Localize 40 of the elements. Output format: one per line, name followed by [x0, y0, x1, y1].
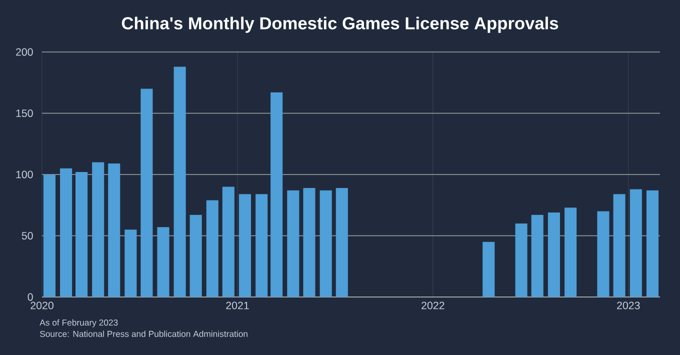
x-tick-label: 2022 — [422, 302, 444, 310]
bar — [124, 230, 137, 297]
bar — [613, 194, 626, 297]
bar — [597, 211, 610, 297]
bar — [222, 186, 234, 297]
x-tick-label: 2021 — [226, 302, 249, 310]
chart-title: China's Monthly Domestic Games License Approvals — [122, 16, 558, 33]
bar — [320, 190, 332, 297]
text: As of February 2023 — [40, 319, 118, 328]
x-tick-label: 2020 — [30, 302, 54, 310]
x-tick-label: 2023 — [617, 302, 640, 310]
y-tick-label: 0 — [28, 293, 33, 301]
bar — [256, 194, 268, 297]
bar — [630, 189, 642, 297]
bar — [646, 190, 659, 297]
bar — [482, 242, 495, 297]
bar — [60, 168, 72, 297]
y-tick-label: 200 — [16, 48, 33, 56]
bar — [531, 214, 544, 297]
bar — [287, 190, 300, 297]
bar — [206, 200, 218, 297]
y-tick-label: 100 — [16, 170, 33, 178]
bar — [157, 227, 170, 297]
bar — [190, 214, 202, 297]
bar — [238, 194, 251, 297]
bar — [303, 188, 316, 297]
bar — [515, 224, 528, 297]
bar — [43, 174, 56, 297]
y-tick-label: 150 — [16, 109, 33, 118]
bar — [108, 163, 120, 297]
bar — [270, 92, 283, 297]
bar — [76, 172, 88, 297]
bar — [548, 212, 560, 297]
y-tick-label: 50 — [22, 232, 33, 240]
bar — [564, 208, 577, 297]
bar — [140, 88, 153, 297]
bar — [174, 66, 186, 297]
bar — [336, 188, 348, 297]
bar — [92, 162, 104, 297]
source-note: Source: National Press and Publication Administration — [40, 330, 248, 337]
